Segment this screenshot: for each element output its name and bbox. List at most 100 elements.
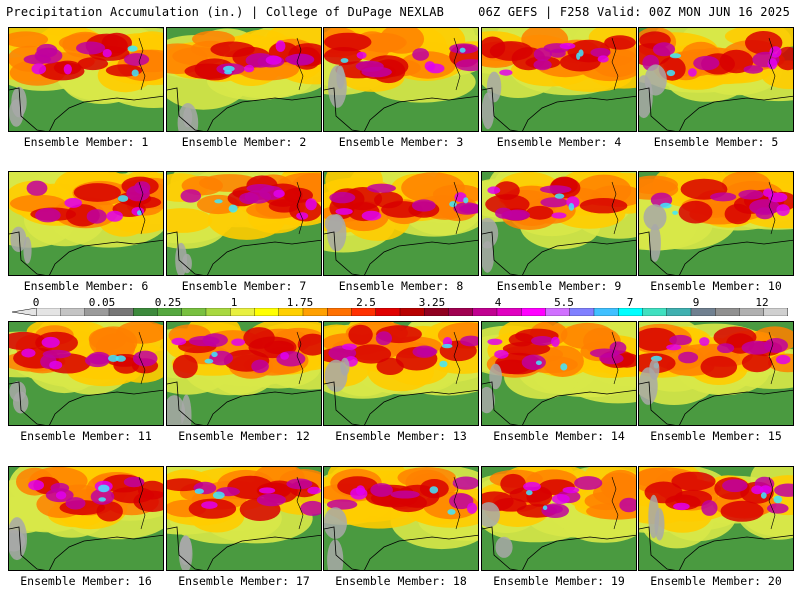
precip-contour [590, 47, 611, 58]
precip-contour [356, 51, 367, 59]
precip-contour [768, 192, 788, 203]
precip-contour [77, 57, 109, 71]
precip-contour [256, 493, 286, 507]
precip-contour [350, 487, 368, 500]
ensemble-panel: Ensemble Member: 9 [481, 171, 637, 293]
dry-area [649, 223, 661, 262]
precip-contour [743, 65, 764, 74]
precip-contour [335, 208, 353, 215]
state-border-line [639, 526, 793, 570]
precip-contour [669, 53, 682, 59]
ensemble-member-map [481, 466, 637, 571]
precip-contour [412, 345, 437, 358]
ensemble-member-label: Ensemble Member: 9 [496, 279, 622, 293]
precip-contour [439, 360, 448, 368]
state-border-line [639, 87, 793, 131]
river-border-line [453, 331, 461, 385]
precip-contour [367, 183, 396, 193]
precip-contour [453, 202, 478, 215]
state-border-line [482, 381, 636, 425]
precip-contour [283, 187, 313, 203]
precip-contour [102, 49, 112, 58]
precip-contour [98, 497, 106, 502]
precip-contour [738, 189, 764, 200]
colorbar-swatch [545, 308, 570, 316]
precip-contour [101, 32, 132, 53]
ensemble-panel: Ensemble Member: 17 [166, 466, 322, 588]
colorbar-tick-label: 4 [494, 296, 502, 309]
precip-contour [764, 338, 788, 353]
ensemble-member-label: Ensemble Member: 4 [496, 135, 622, 149]
state-border-line [482, 231, 636, 275]
precip-contour [9, 31, 49, 48]
state-border-line [167, 87, 321, 131]
colorbar-swatch [448, 308, 473, 316]
state-border-line [9, 231, 163, 275]
ensemble-panel: Ensemble Member: 12 [166, 321, 322, 443]
dry-area [11, 86, 27, 118]
precip-contour [38, 61, 85, 81]
precip-contour [31, 63, 47, 75]
precip-field [639, 467, 793, 570]
ensemble-member-map [638, 171, 794, 276]
precip-contour [300, 500, 321, 516]
dry-area [9, 381, 26, 402]
precip-field [9, 172, 163, 275]
ensemble-panel: Ensemble Member: 1 [8, 27, 164, 149]
precip-field [639, 172, 793, 275]
precip-contour [741, 353, 773, 373]
ensemble-member-map [481, 321, 637, 426]
precip-contour [115, 355, 126, 362]
river-border-line [138, 181, 146, 235]
precip-contour [678, 200, 713, 224]
precip-contour [127, 45, 138, 52]
precip-contour [204, 358, 214, 364]
colorbar-tick-label: 1.75 [286, 296, 314, 309]
precip-contour [521, 354, 546, 370]
colorbar-strip [12, 308, 788, 316]
precip-contour [375, 331, 392, 346]
precip-contour [297, 333, 321, 356]
colorbar-swatch [375, 308, 401, 316]
precip-contour [619, 497, 636, 513]
river-border-line [768, 331, 776, 385]
precip-contour [124, 53, 150, 66]
colorbar-swatch [739, 308, 764, 316]
ensemble-panel: Ensemble Member: 10 [638, 171, 794, 293]
state-border-line [167, 381, 321, 425]
precip-contour [280, 352, 289, 360]
precip-contour [340, 58, 349, 63]
state-border-line [324, 231, 478, 275]
ensemble-panel: Ensemble Member: 7 [166, 171, 322, 293]
precip-contour [599, 352, 624, 365]
run-valid-time: 06Z GEFS | F258 Valid: 00Z MON JUN 16 20… [478, 5, 790, 19]
precip-contour [751, 485, 764, 495]
state-border-line [639, 231, 793, 275]
precip-contour [337, 476, 378, 496]
colorbar-swatch [521, 308, 546, 316]
state-border-line [482, 87, 636, 131]
colorbar-tick-label: 3.25 [418, 296, 446, 309]
river-border-line [138, 476, 146, 530]
river-border-line [611, 181, 619, 235]
river-border-line [296, 37, 304, 91]
colorbar-swatch [424, 308, 449, 316]
precip-contour [296, 212, 309, 220]
precip-contour [324, 32, 372, 52]
precip-contour [231, 338, 245, 346]
precip-contour [609, 341, 627, 355]
precip-contour [688, 68, 697, 77]
dry-area [328, 65, 347, 108]
precip-field [9, 322, 163, 425]
precip-contour [673, 502, 690, 511]
river-border-line [453, 181, 461, 235]
colorbar-swatch [642, 308, 667, 316]
state-border-line [639, 381, 793, 425]
colorbar-tick-label: 5.5 [554, 296, 574, 309]
precip-contour [214, 199, 223, 204]
precip-contour [329, 191, 356, 204]
dry-area [10, 226, 27, 252]
precip-contour [672, 210, 678, 215]
state-border-line [167, 526, 321, 570]
precip-contour [26, 180, 48, 196]
